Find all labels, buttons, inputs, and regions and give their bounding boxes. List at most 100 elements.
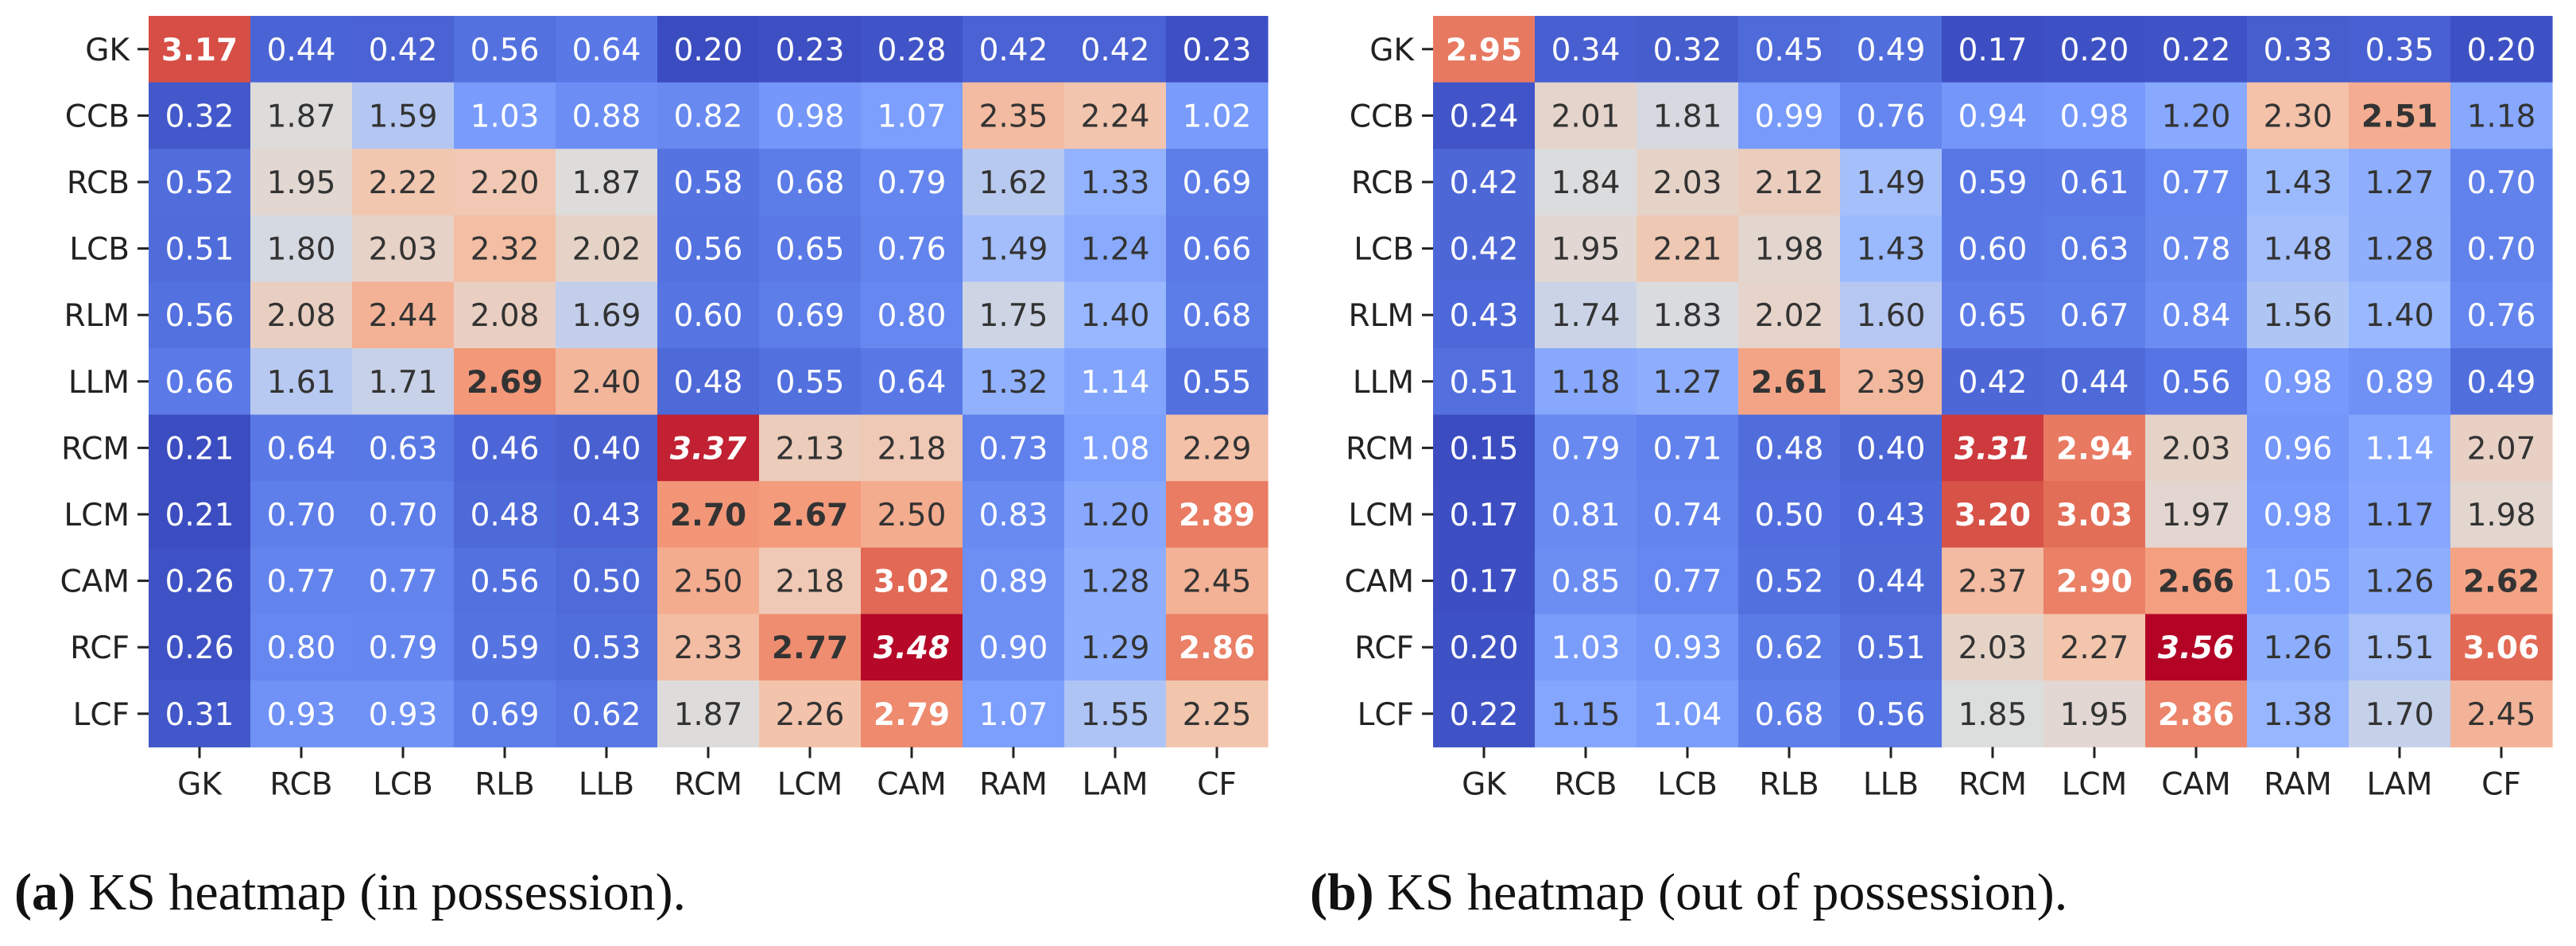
cell-label-RCM-RCB: 0.64: [267, 431, 336, 467]
cell-label-LCM-GK: 0.17: [1450, 498, 1519, 533]
row-label-LLM: LLM: [68, 365, 130, 401]
caption-b-text: KS heatmap (out of possession).: [1373, 863, 2068, 921]
cell-CCB-GK: [149, 82, 251, 149]
cell-RLM-RCM: [1942, 281, 2044, 349]
cell-CCB-RAM: [2247, 82, 2349, 149]
col-label-LLB: LLB: [579, 767, 634, 803]
cell-RLM-GK: [1433, 281, 1536, 349]
cell-RCF-LAM: [1064, 614, 1167, 681]
cell-RCM-RAM: [2247, 414, 2349, 482]
cell-CCB-RCM: [657, 82, 760, 149]
cell-LCM-LAM: [2349, 481, 2451, 549]
cell-label-CAM-LCM: 2.90: [2056, 564, 2132, 600]
cell-label-LCB-LCB: 2.03: [369, 232, 438, 268]
cell-LCF-LCB: [352, 680, 455, 748]
cell-label-CCB-LCM: 0.98: [2060, 99, 2129, 134]
cell-RLM-LAM: [1064, 281, 1167, 349]
cell-label-GK-RAM: 0.42: [979, 33, 1048, 68]
cell-label-GK-RCM: 0.17: [1958, 33, 2028, 68]
cell-label-CCB-LCB: 1.59: [369, 99, 438, 134]
cell-label-RCF-LLB: 0.53: [572, 630, 641, 666]
cell-label-RCF-GK: 0.26: [165, 630, 234, 666]
cell-RCF-RCM: [657, 614, 760, 681]
cell-CAM-GK: [1433, 547, 1536, 615]
cell-label-RCM-RCM: 3.31: [1954, 431, 2031, 467]
cell-label-LCM-RAM: 0.83: [979, 498, 1048, 533]
cell-CAM-GK: [149, 547, 251, 615]
cell-RCB-LCM: [759, 149, 862, 216]
cell-LCM-CAM: [861, 481, 963, 549]
cell-RLM-RAM: [2247, 281, 2349, 349]
cell-label-RLM-LLB: 1.69: [572, 298, 641, 334]
cell-label-GK-LCM: 0.20: [2060, 33, 2129, 68]
cell-RCF-LAM: [2349, 614, 2451, 681]
cell-label-LLM-LCM: 0.44: [2060, 365, 2129, 401]
cell-RLM-CAM: [861, 281, 963, 349]
cell-LCF-RCB: [1535, 680, 1637, 748]
cell-label-CCB-CAM: 1.20: [2162, 99, 2231, 134]
cell-label-RCB-RLB: 2.12: [1755, 165, 1824, 201]
cell-label-LCB-RLB: 1.98: [1755, 232, 1824, 268]
cell-LCB-CF: [1166, 215, 1269, 282]
cell-RCB-RAM: [963, 149, 1065, 216]
cell-RCB-LCM: [2043, 149, 2146, 216]
cell-RLM-LCB: [352, 281, 455, 349]
cell-label-RCM-RCB: 0.79: [1551, 431, 1621, 467]
cell-LCM-LCM: [2043, 481, 2146, 549]
cell-label-RCF-LCB: 0.79: [369, 630, 438, 666]
cell-label-LLM-RLB: 2.69: [467, 365, 543, 401]
cell-label-CCB-CAM: 1.07: [877, 99, 947, 134]
cell-RCM-GK: [1433, 414, 1536, 482]
cell-LCM-CF: [1166, 481, 1269, 549]
cell-label-LCF-RCB: 0.93: [267, 697, 336, 733]
cell-label-LLM-RCB: 1.18: [1551, 365, 1621, 401]
cell-GK-GK: [1433, 16, 1536, 83]
cell-RCM-GK: [149, 414, 251, 482]
cell-CCB-GK: [1433, 82, 1536, 149]
cell-LCF-CF: [2450, 680, 2553, 748]
cell-RCB-RLB: [454, 149, 556, 216]
cell-RCM-RLB: [1738, 414, 1841, 482]
cell-label-LCB-RAM: 1.49: [979, 232, 1048, 268]
cell-LLM-LLB: [556, 348, 658, 416]
cell-label-LLM-LLB: 2.39: [1857, 365, 1926, 401]
cell-label-LCB-RCB: 1.80: [267, 232, 336, 268]
cell-label-RCB-RCM: 0.59: [1958, 165, 2028, 201]
cell-CCB-CAM: [861, 82, 963, 149]
cell-label-CCB-LAM: 2.51: [2361, 99, 2438, 134]
cell-label-RCM-RLB: 0.46: [471, 431, 540, 467]
caption-b-letter: (b): [1310, 863, 1374, 921]
cell-CAM-RCM: [657, 547, 760, 615]
cell-RLM-RAM: [963, 281, 1065, 349]
cell-label-RCF-CF: 3.06: [2463, 630, 2539, 666]
cell-label-CAM-RLB: 0.56: [471, 564, 540, 600]
cell-label-RLM-CAM: 0.80: [877, 298, 947, 334]
cell-LCF-CAM: [2145, 680, 2248, 748]
cell-LCF-LLB: [556, 680, 658, 748]
cell-label-CAM-LLB: 0.50: [572, 564, 641, 600]
cell-RCF-RCB: [250, 614, 353, 681]
row-label-GK: GK: [85, 33, 130, 68]
cell-label-LCF-RCM: 1.87: [674, 697, 743, 733]
cell-GK-CF: [2450, 16, 2553, 83]
cell-CAM-CF: [1166, 547, 1269, 615]
caption-a-text: KS heatmap (in possession).: [75, 863, 687, 921]
cell-RCF-RLB: [454, 614, 556, 681]
cell-label-RCF-RCB: 1.03: [1551, 630, 1621, 666]
cell-RLM-RCM: [657, 281, 760, 349]
cell-label-RLM-GK: 0.43: [1450, 298, 1519, 334]
cell-RLM-LLB: [556, 281, 658, 349]
cell-RCB-LAM: [2349, 149, 2451, 216]
cell-label-RCF-LCM: 2.27: [2060, 630, 2129, 666]
cell-LLM-LCB: [1637, 348, 1739, 416]
cell-RCF-CF: [2450, 614, 2553, 681]
cell-CAM-CF: [2450, 547, 2553, 615]
cell-label-LCB-LAM: 1.28: [2365, 232, 2435, 268]
cell-RCM-LCM: [759, 414, 862, 482]
cell-label-GK-LAM: 0.35: [2365, 33, 2435, 68]
cell-LCF-CAM: [861, 680, 963, 748]
cell-LCM-RLB: [454, 481, 556, 549]
cell-label-GK-RAM: 0.33: [2264, 33, 2333, 68]
cell-CAM-LCM: [2043, 547, 2146, 615]
cell-CCB-LCB: [1637, 82, 1739, 149]
